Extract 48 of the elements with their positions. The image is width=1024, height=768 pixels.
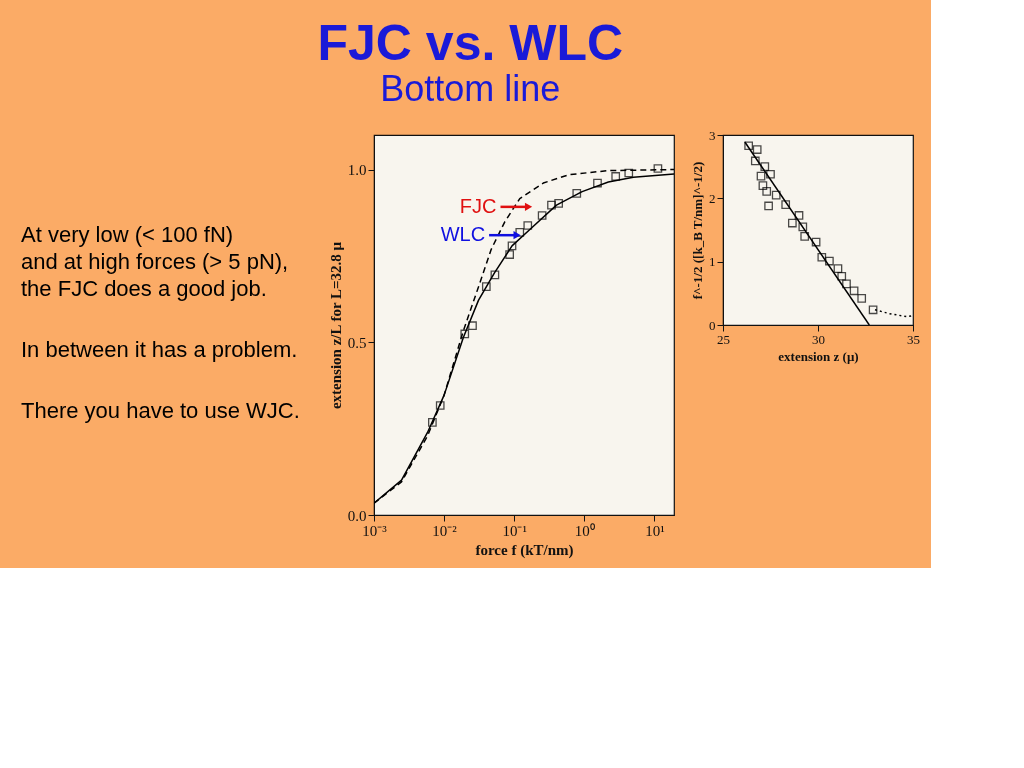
point [750,156,760,166]
x-tick-label: 10⁻¹ [502,522,527,539]
text: At very low (< 100 fN) and at high forces (> 5 pN), the FJC does a good job. [21,222,289,301]
point [764,201,773,211]
x-tick-label: 10⁻³ [362,522,388,539]
point [857,294,867,303]
point [752,145,762,154]
x-tick-label: 35 [907,331,920,347]
point [758,181,768,191]
x-tick-label: 10⁻² [432,522,458,539]
point [833,264,843,273]
point [794,211,804,220]
text: There you have to use WJC. [21,398,300,423]
point [744,141,754,151]
text: In between it has a problem. [21,337,298,362]
x-tick-label: 10¹ [645,522,665,539]
annotation: FJC [459,194,497,217]
x-axis-title: force f (kT/nm) [475,541,574,559]
y-axis-title: extension z/L for L=32.8 μ [327,241,344,410]
y-tick-label: 2 [709,190,716,206]
point [842,279,851,289]
x-axis-title: extension z (μ) [778,348,859,364]
y-tick-label: 1.0 [347,162,367,179]
point [849,286,859,296]
x-tick-label: 30 [812,331,825,347]
y-tick-label: 1 [709,254,716,270]
point [837,271,847,281]
point [787,218,797,228]
y-tick-label: 0.5 [347,334,367,351]
point [868,305,878,315]
annotation: WLC [440,223,486,246]
point [825,256,834,266]
point [800,231,810,241]
point [762,187,772,196]
point [817,252,827,262]
point [756,171,766,181]
x-tick-label: 25 [717,331,730,347]
y-axis-title: f^-1/2 ([k_B T/nm]^-1/2) [690,161,705,300]
point [766,169,775,179]
y-tick-label: 0.0 [347,507,367,524]
y-tick-label: 3 [709,127,716,143]
x-tick-label: 10⁰ [574,522,595,539]
point [811,237,821,247]
point [781,200,791,210]
y-tick-label: 0 [709,317,716,333]
point [771,190,781,200]
point [798,222,808,232]
point [760,162,770,172]
